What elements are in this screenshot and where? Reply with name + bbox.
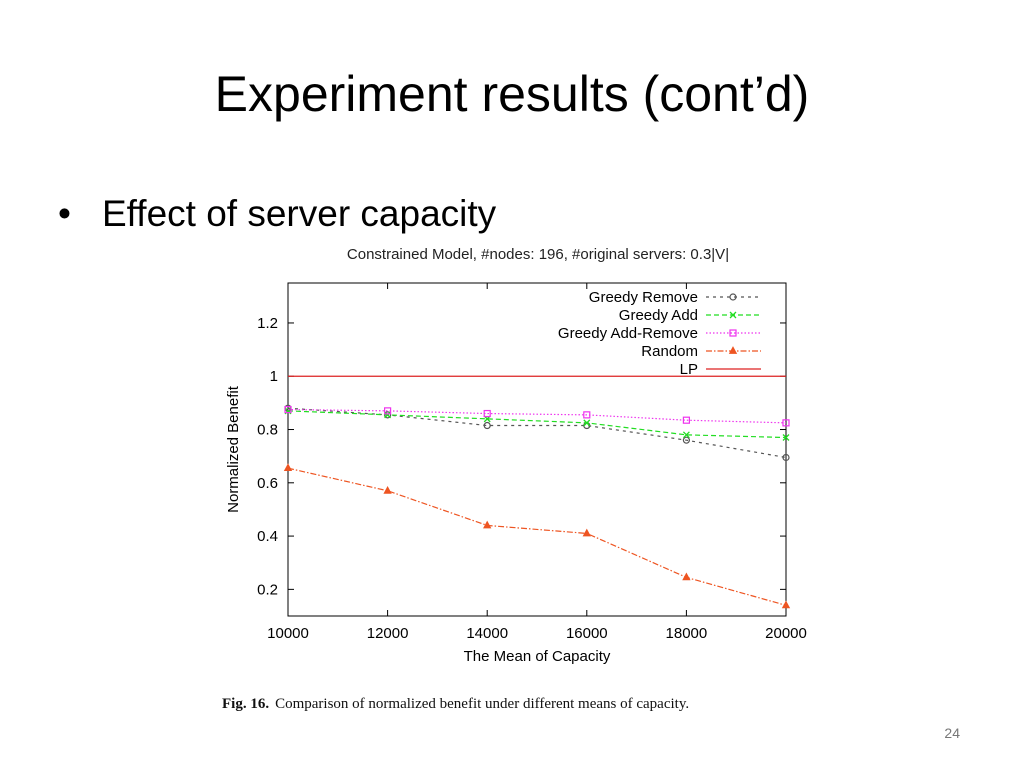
chart-title: Constrained Model, #nodes: 196, #origina… (346, 246, 730, 263)
series-line-greedy-add-remove (287, 408, 787, 424)
bullet-point: • Effect of server capacity (58, 192, 496, 236)
y-tick-label: 0.8 (257, 422, 278, 439)
data-point-greedy-remove (483, 421, 491, 430)
data-point-greedy-add-remove (384, 407, 392, 415)
plot-frame (287, 282, 787, 617)
figure-caption: Fig. 16. Comparison of normalized benefit… (222, 696, 689, 713)
slide-title: Experiment results (cont’d) (214, 66, 810, 122)
legend-marker-greedy-add (729, 311, 737, 319)
x-tick-label: 20000 (765, 625, 807, 642)
data-point-greedy-add (782, 434, 790, 441)
legend-label-greedy-remove: Greedy Remove (589, 289, 698, 306)
legend-label-lp: LP (680, 361, 698, 378)
bullet-dot-icon: • (58, 193, 71, 234)
data-point-random (483, 520, 492, 529)
legend-label-random: Random (641, 343, 698, 360)
data-point-random (283, 463, 293, 472)
data-point-greedy-add-remove (284, 405, 292, 414)
data-point-greedy-add-remove (782, 419, 790, 427)
legend-marker-greedy-add-remove (729, 329, 737, 337)
y-tick-label: 0.2 (257, 581, 278, 598)
data-point-random (383, 485, 392, 494)
x-tick-label: 12000 (367, 625, 409, 642)
legend-label-greedy-add-remove: Greedy Add-Remove (558, 325, 698, 342)
x-tick-label: 18000 (666, 625, 708, 642)
series-line-random (287, 467, 787, 606)
slide-number: 24 (944, 725, 960, 741)
series-line-greedy-remove (287, 407, 787, 459)
y-tick-label: 1 (270, 368, 278, 385)
x-tick-label: 16000 (566, 625, 608, 642)
legend-marker-greedy-remove (729, 293, 737, 301)
data-point-greedy-add-remove (682, 416, 690, 424)
data-point-greedy-add-remove (483, 409, 491, 418)
data-point-random (582, 528, 591, 537)
legend-marker-random (728, 346, 738, 354)
figure-label: Fig. 16. (222, 696, 270, 712)
data-point-greedy-remove (682, 436, 690, 444)
y-tick-label: 0.4 (257, 528, 278, 545)
y-tick-label: 0.6 (257, 475, 278, 492)
data-point-random (682, 572, 691, 581)
data-point-greedy-remove (782, 453, 790, 462)
legend-label-greedy-add: Greedy Add (619, 307, 698, 324)
series-line-greedy-add (287, 410, 787, 439)
x-tick-label: 10000 (267, 625, 309, 642)
line-chart: 10000 12000 14000 16000 18000 20000 0.2 0.4 0.6 0… (225, 282, 807, 665)
y-tick-label: 1.2 (257, 315, 278, 332)
y-axis-label: Normalized Benefit (225, 385, 242, 513)
data-point-greedy-add (384, 411, 392, 419)
data-point-greedy-add (682, 431, 690, 439)
data-point-greedy-add (583, 419, 591, 427)
x-tick-label: 14000 (466, 625, 508, 642)
figure-caption-text: Comparison of normalized benefit under d… (275, 696, 690, 712)
bullet-text: Effect of server capacity (102, 193, 497, 234)
x-axis-label: The Mean of Capacity (464, 648, 611, 665)
data-point-greedy-add-remove (583, 411, 591, 419)
data-point-random (781, 600, 791, 609)
